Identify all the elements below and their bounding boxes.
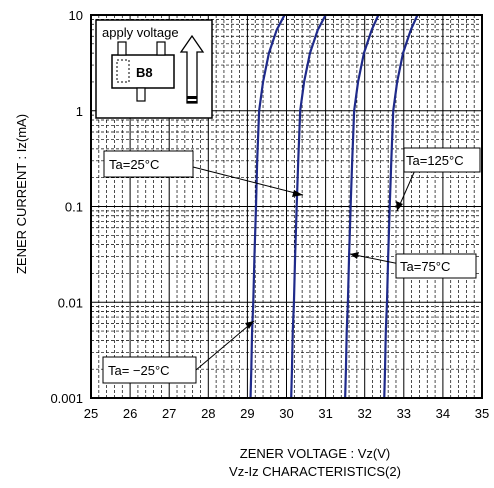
x-axis-label: ZENER VOLTAGE : Vz(V) xyxy=(240,446,390,461)
x-tick-label: 32 xyxy=(357,406,371,421)
annotation-ta25: Ta=25°C xyxy=(103,150,304,197)
y-tick-label: 1 xyxy=(76,104,83,119)
label-ta75: Ta=75°C xyxy=(400,259,450,274)
y-tick-label: 10 xyxy=(69,8,83,23)
x-tick-label: 26 xyxy=(123,406,137,421)
y-tick-label: 0.001 xyxy=(50,391,83,406)
plot-frame xyxy=(90,14,483,399)
arrow-ta-25 xyxy=(195,320,255,371)
annotation-ta-25: Ta= −25°C xyxy=(102,320,255,384)
package-marking: B8 xyxy=(136,65,153,80)
tick-labels: 25 26 27 28 29 30 31 32 33 34 35 0.001 0.01 0.1 1 10 xyxy=(50,8,489,421)
y-axis-label: ZENER CURRENT : Iz(mA) xyxy=(14,114,29,274)
y-tick-label: 0.1 xyxy=(65,200,83,215)
label-ta25: Ta=25°C xyxy=(109,157,159,172)
series-line xyxy=(383,14,419,399)
annotations: Ta=25°C Ta=125°C Ta=75°C Ta= −25°C xyxy=(102,147,481,384)
label-ta-25: Ta= −25°C xyxy=(108,363,170,378)
x-tick-label: 29 xyxy=(240,406,254,421)
grid-lines xyxy=(90,15,483,399)
sot23-package-icon: B8 xyxy=(111,41,175,102)
y-tick-label: 0.01 xyxy=(58,295,83,310)
annotation-ta75: Ta=75°C xyxy=(349,252,477,279)
arrow-ta25 xyxy=(192,166,304,196)
x-tick-label: 30 xyxy=(279,406,293,421)
x-tick-label: 35 xyxy=(475,406,489,421)
series-line xyxy=(290,14,327,399)
inset-label: apply voltage xyxy=(102,25,179,40)
chart-title: Vz-Iz CHARACTERISTICS(2) xyxy=(229,464,401,479)
x-tick-label: 27 xyxy=(162,406,176,421)
x-tick-label: 28 xyxy=(201,406,215,421)
x-tick-label: 31 xyxy=(318,406,332,421)
inset-box: apply voltage B8 xyxy=(95,19,213,119)
x-tick-label: 34 xyxy=(436,406,450,421)
x-tick-label: 33 xyxy=(397,406,411,421)
x-tick-label: 25 xyxy=(84,406,98,421)
up-arrow-icon xyxy=(179,34,205,104)
series-line xyxy=(344,14,380,399)
annotation-ta125: Ta=125°C xyxy=(396,147,481,212)
label-ta125: Ta=125°C xyxy=(406,153,464,168)
